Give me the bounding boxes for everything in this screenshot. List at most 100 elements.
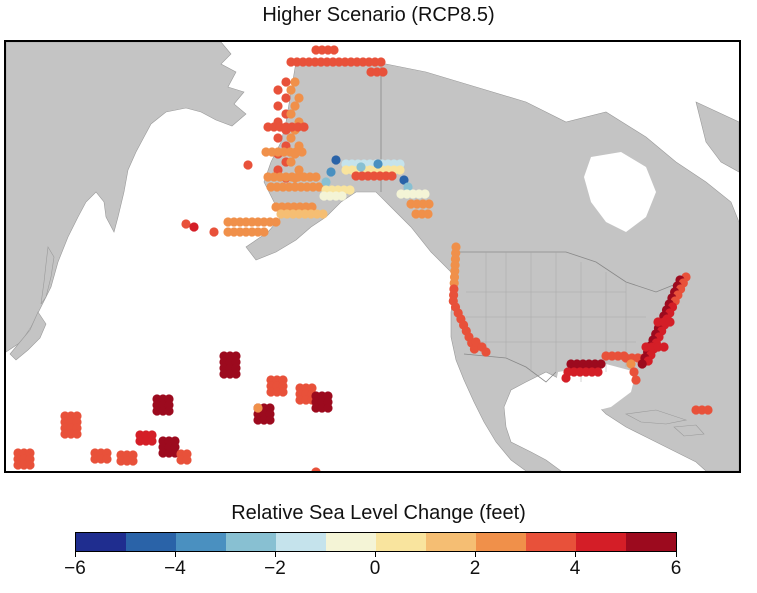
colorbar-swatch: [426, 533, 476, 551]
tick-mark: [75, 552, 76, 557]
sea-level-dot: [311, 467, 321, 471]
sea-level-dot: [403, 182, 413, 192]
sea-level-dot: [286, 109, 296, 119]
sea-level-dot: [259, 227, 269, 237]
sea-level-dot: [329, 45, 339, 55]
colorbar-swatch: [326, 533, 376, 551]
legend-title: Relative Sea Level Change (feet): [231, 502, 526, 524]
sea-level-dot: [337, 191, 347, 201]
sea-level-dot: [265, 415, 275, 425]
tick-mark: [575, 552, 576, 557]
colorbar-swatch: [226, 533, 276, 551]
asia-landmass: [6, 42, 247, 353]
japan-islands: [9, 311, 47, 361]
sea-level-map: [4, 40, 741, 473]
sea-level-dot: [378, 67, 388, 77]
sea-level-dot: [373, 159, 383, 169]
sea-level-dot: [326, 167, 336, 177]
sea-level-dot: [294, 93, 304, 103]
sea-level-dot: [376, 57, 386, 67]
colorbar-swatch: [476, 533, 526, 551]
sea-level-dot: [387, 171, 397, 181]
sea-level-dot: [278, 387, 288, 397]
sea-level-dot: [424, 199, 434, 209]
sea-level-dot: [423, 209, 433, 219]
sea-level-dot: [631, 375, 641, 385]
sea-level-dot: [297, 147, 307, 157]
sea-level-dot: [596, 359, 606, 369]
sea-level-dot: [271, 217, 281, 227]
sea-level-dot: [286, 85, 296, 95]
baffin-island: [695, 101, 739, 173]
sea-level-dot: [273, 133, 283, 143]
tick-label: 0: [369, 558, 381, 579]
sea-level-dot: [181, 219, 191, 229]
sea-level-dot: [626, 359, 636, 369]
colorbar-swatch: [626, 533, 676, 551]
hispaniola-island: [673, 424, 705, 437]
sea-level-dot: [273, 165, 283, 175]
colorbar-ticks: −6 −4 −2 0 2 4 6: [64, 552, 681, 592]
colorbar-swatch: [276, 533, 326, 551]
sea-level-dot: [561, 373, 571, 383]
sea-level-dot: [345, 185, 355, 195]
sea-level-dot: [420, 189, 430, 199]
us-canada-border: [454, 251, 682, 293]
colorbar: [75, 532, 677, 552]
sea-level-dot: [286, 133, 296, 143]
sea-level-dot: [286, 157, 296, 167]
sea-level-dot: [307, 202, 317, 212]
sea-level-dot: [665, 317, 675, 327]
colorbar-swatch: [176, 533, 226, 551]
sea-level-dot: [253, 403, 263, 413]
sea-level-dot: [273, 101, 283, 111]
sea-level-dot: [399, 175, 409, 185]
sea-level-points: [13, 45, 713, 471]
colorbar-swatch: [376, 533, 426, 551]
tick-label: −6: [64, 558, 86, 579]
sea-level-dot: [637, 359, 647, 369]
tick-mark: [275, 552, 276, 557]
sea-level-dot: [356, 162, 366, 172]
sea-level-dot: [299, 122, 309, 132]
sea-level-dot: [481, 347, 491, 357]
sea-level-dot: [281, 77, 291, 87]
sea-level-dot: [323, 403, 333, 413]
tick-mark: [175, 552, 176, 557]
cuba-island: [625, 409, 688, 425]
sea-level-dot: [311, 172, 321, 182]
sakhalin-island: [40, 246, 55, 305]
map-title: Higher Scenario (RCP8.5): [262, 4, 495, 26]
tick-label: −4: [164, 558, 186, 579]
sea-level-dot: [290, 77, 300, 87]
colorbar-swatch: [126, 533, 176, 551]
sea-level-dot: [659, 342, 669, 352]
sea-level-dot: [209, 227, 219, 237]
sea-level-dot: [182, 455, 192, 465]
sea-level-dot: [72, 429, 82, 439]
sea-level-dot: [314, 182, 324, 192]
colorbar-swatch: [576, 533, 626, 551]
map-canvas: [6, 42, 739, 471]
tick-mark: [375, 552, 376, 557]
sea-level-dot: [395, 165, 405, 175]
tick-mark: [475, 552, 476, 557]
sea-level-dot: [164, 406, 174, 416]
colorbar-swatch: [76, 533, 126, 551]
sea-level-dot: [102, 454, 112, 464]
sea-level-dot: [189, 222, 199, 232]
sea-level-dot: [281, 93, 291, 103]
colorbar-swatch: [526, 533, 576, 551]
sea-level-dot: [290, 101, 300, 111]
sea-level-dot: [629, 367, 639, 377]
us-state-lines: [466, 252, 646, 382]
sea-level-dot: [243, 160, 253, 170]
sea-level-dot: [318, 209, 328, 219]
tick-label: 6: [670, 558, 682, 579]
sea-level-dot: [231, 369, 241, 379]
us-mexico-border: [463, 353, 557, 383]
tick-mark: [676, 552, 677, 557]
tick-label: 4: [569, 558, 581, 579]
sea-level-dot: [147, 436, 157, 446]
sea-level-dot: [593, 367, 603, 377]
